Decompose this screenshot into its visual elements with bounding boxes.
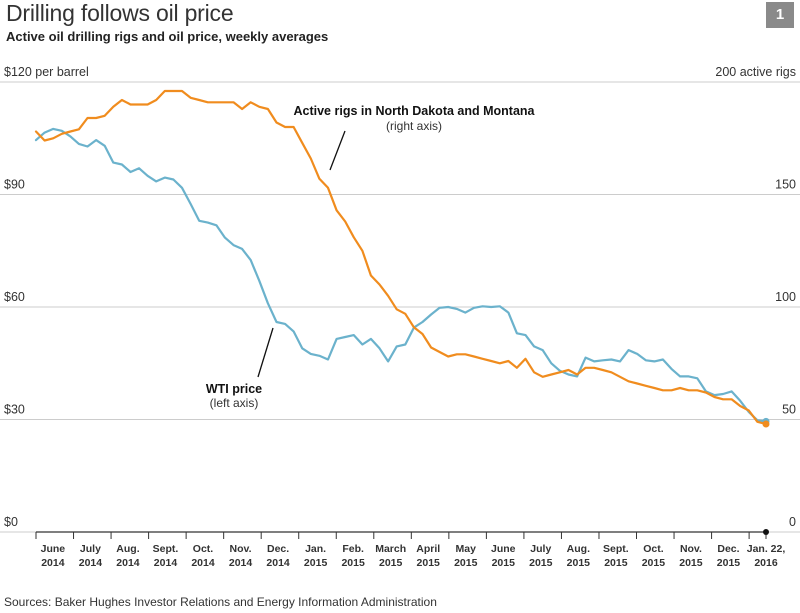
right-tick-label: 100 — [775, 290, 796, 304]
x-tick-label-month: July — [530, 543, 551, 555]
x-tick-label-month: Sept. — [603, 543, 629, 555]
wti-annotation-label: WTI price — [206, 382, 262, 396]
x-tick-label-month: Feb. — [342, 543, 364, 555]
right-tick-label: 0 — [789, 515, 796, 529]
source-note: Sources: Baker Hughes Investor Relations… — [4, 595, 437, 609]
rigs-annotation-sublabel: (right axis) — [386, 119, 442, 133]
chart-title: Drilling follows oil price — [6, 0, 234, 26]
x-tick-label-month: Jan. — [305, 543, 326, 555]
right-tick-label: 200 active rigs — [715, 65, 796, 79]
figure-number-badge: 1 — [766, 2, 794, 28]
x-tick-label-year: 2014 — [154, 557, 178, 569]
x-tick-label-year: 2014 — [266, 557, 290, 569]
x-tick-label-year: 2016 — [754, 557, 778, 569]
right-tick-label: 50 — [782, 403, 796, 417]
grid-layer — [0, 81, 800, 533]
series-layer — [34, 89, 770, 428]
rigs-annotation-label: Active rigs in North Dakota and Montana — [293, 104, 535, 118]
x-tick-label-month: March — [375, 543, 406, 555]
x-tick-label-month: Nov. — [230, 543, 252, 555]
axis-layer: $0 $30 $60 $90 $120 per barrel 0 50 100 150 200 a… — [4, 65, 796, 569]
x-tick-label-month: Sept. — [153, 543, 179, 555]
left-tick-label: $60 — [4, 290, 25, 304]
x-tick-label-year: 2014 — [41, 557, 65, 569]
x-tick-label-year: 2015 — [454, 557, 478, 569]
x-tick-label-month: May — [456, 543, 477, 555]
left-tick-label: $120 per barrel — [4, 65, 89, 79]
x-tick-label-month: Jan. 22, — [747, 543, 786, 555]
rigs-annotation-leader — [329, 130, 346, 171]
x-tick-label-year: 2014 — [191, 557, 215, 569]
end-date-marker — [763, 529, 769, 535]
chart-subtitle: Active oil drilling rigs and oil price, … — [6, 29, 329, 44]
rigs-series-line — [34, 89, 768, 426]
x-tick-label-year: 2015 — [341, 557, 365, 569]
x-tick-label-month: Dec. — [717, 543, 739, 555]
x-tick-label-month: Oct. — [643, 543, 664, 555]
x-tick-label-year: 2015 — [417, 557, 441, 569]
x-tick-label-month: Aug. — [567, 543, 590, 555]
rigs-series-end-dot — [762, 420, 770, 428]
x-tick-label-year: 2015 — [604, 557, 628, 569]
x-tick-label-month: Dec. — [267, 543, 289, 555]
x-tick-label-month: June — [491, 543, 516, 555]
x-tick-label-year: 2015 — [379, 557, 403, 569]
x-tick-label-year: 2014 — [229, 557, 253, 569]
wti-annotation-sublabel: (left axis) — [210, 396, 259, 410]
left-tick-label: $0 — [4, 515, 18, 529]
x-tick-label-year: 2015 — [529, 557, 553, 569]
wti-series-line — [34, 127, 768, 423]
x-tick-label-month: April — [416, 543, 440, 555]
x-tick-label-month: Oct. — [193, 543, 214, 555]
left-tick-label: $30 — [4, 403, 25, 417]
left-tick-label: $90 — [4, 178, 25, 192]
right-tick-label: 150 — [775, 178, 796, 192]
x-tick-label-month: Nov. — [680, 543, 702, 555]
x-tick-label-year: 2015 — [717, 557, 741, 569]
wti-annotation-leader — [257, 327, 274, 378]
x-tick-label-year: 2015 — [567, 557, 591, 569]
annotation-layer: Active rigs in North Dakota and Montana(… — [206, 104, 536, 410]
x-tick-label-year: 2014 — [79, 557, 103, 569]
x-tick-label-year: 2015 — [492, 557, 516, 569]
x-tick-label-year: 2015 — [679, 557, 703, 569]
x-tick-label-month: June — [41, 543, 66, 555]
x-tick-label-year: 2015 — [304, 557, 328, 569]
x-tick-label-year: 2015 — [642, 557, 666, 569]
x-tick-label-month: Aug. — [116, 543, 139, 555]
x-tick-label-year: 2014 — [116, 557, 140, 569]
x-tick-label-month: July — [80, 543, 101, 555]
